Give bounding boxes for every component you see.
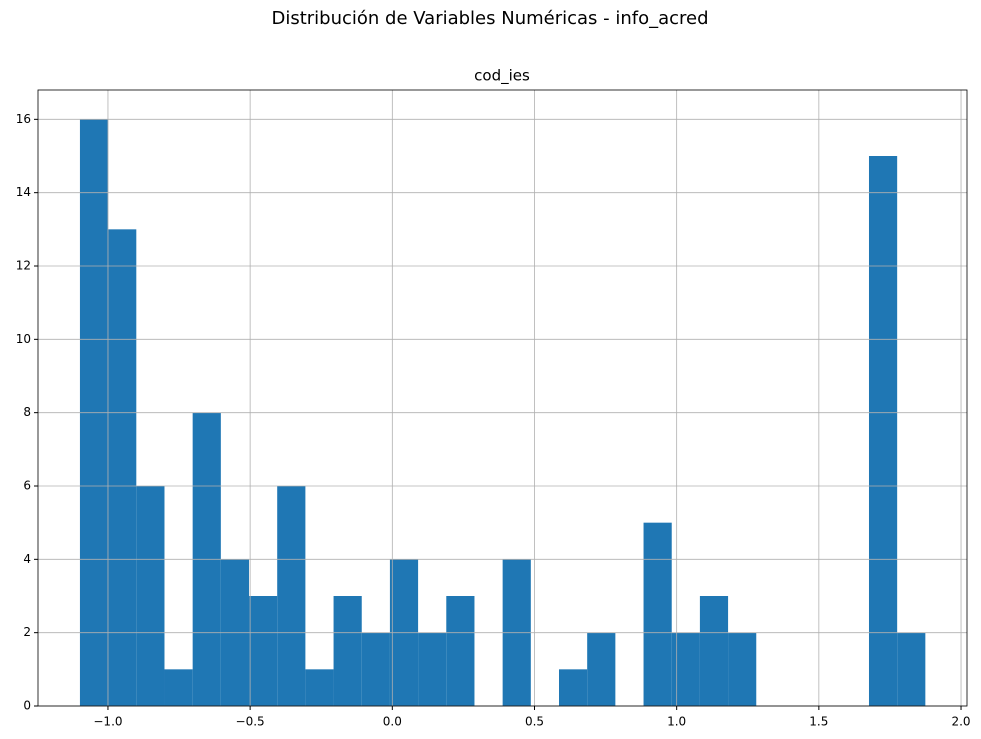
y-tick-label: 0 — [23, 699, 31, 713]
bar — [868, 156, 898, 706]
bar — [108, 229, 137, 707]
bar — [728, 632, 757, 706]
y-tick-label: 12 — [16, 259, 31, 273]
y-tick-label: 16 — [16, 112, 31, 126]
chart-title: Distribución de Variables Numéricas - in… — [271, 8, 708, 29]
x-tick-label: 2.0 — [951, 715, 970, 729]
x-tick-label: 1.5 — [809, 715, 828, 729]
subplot-title: cod_ies — [474, 67, 530, 86]
x-tick-label: 0.5 — [525, 715, 544, 729]
bar — [897, 632, 926, 706]
x-tick-label: −0.5 — [236, 715, 265, 729]
y-tick-label: 10 — [16, 332, 31, 346]
y-tick-label: 2 — [23, 625, 31, 639]
y-tick-label: 4 — [23, 552, 31, 566]
bar — [699, 596, 729, 706]
x-tick-label: −1.0 — [93, 715, 122, 729]
bar — [643, 522, 672, 706]
bar — [446, 596, 475, 706]
bar — [164, 669, 193, 706]
y-tick-label: 8 — [23, 405, 31, 419]
bar — [671, 632, 700, 706]
y-tick-label: 14 — [16, 185, 31, 199]
bar — [587, 632, 616, 706]
x-tick-label: 1.0 — [667, 715, 686, 729]
bar — [418, 632, 447, 706]
bar — [136, 486, 165, 706]
bar — [305, 669, 334, 706]
x-tick-label: 0.0 — [383, 715, 402, 729]
bar — [277, 486, 306, 706]
bar — [559, 669, 588, 706]
bar — [361, 632, 390, 706]
bar — [249, 596, 278, 706]
plot-frame — [37, 89, 968, 707]
bar — [333, 596, 362, 706]
y-tick-label: 6 — [23, 479, 31, 493]
